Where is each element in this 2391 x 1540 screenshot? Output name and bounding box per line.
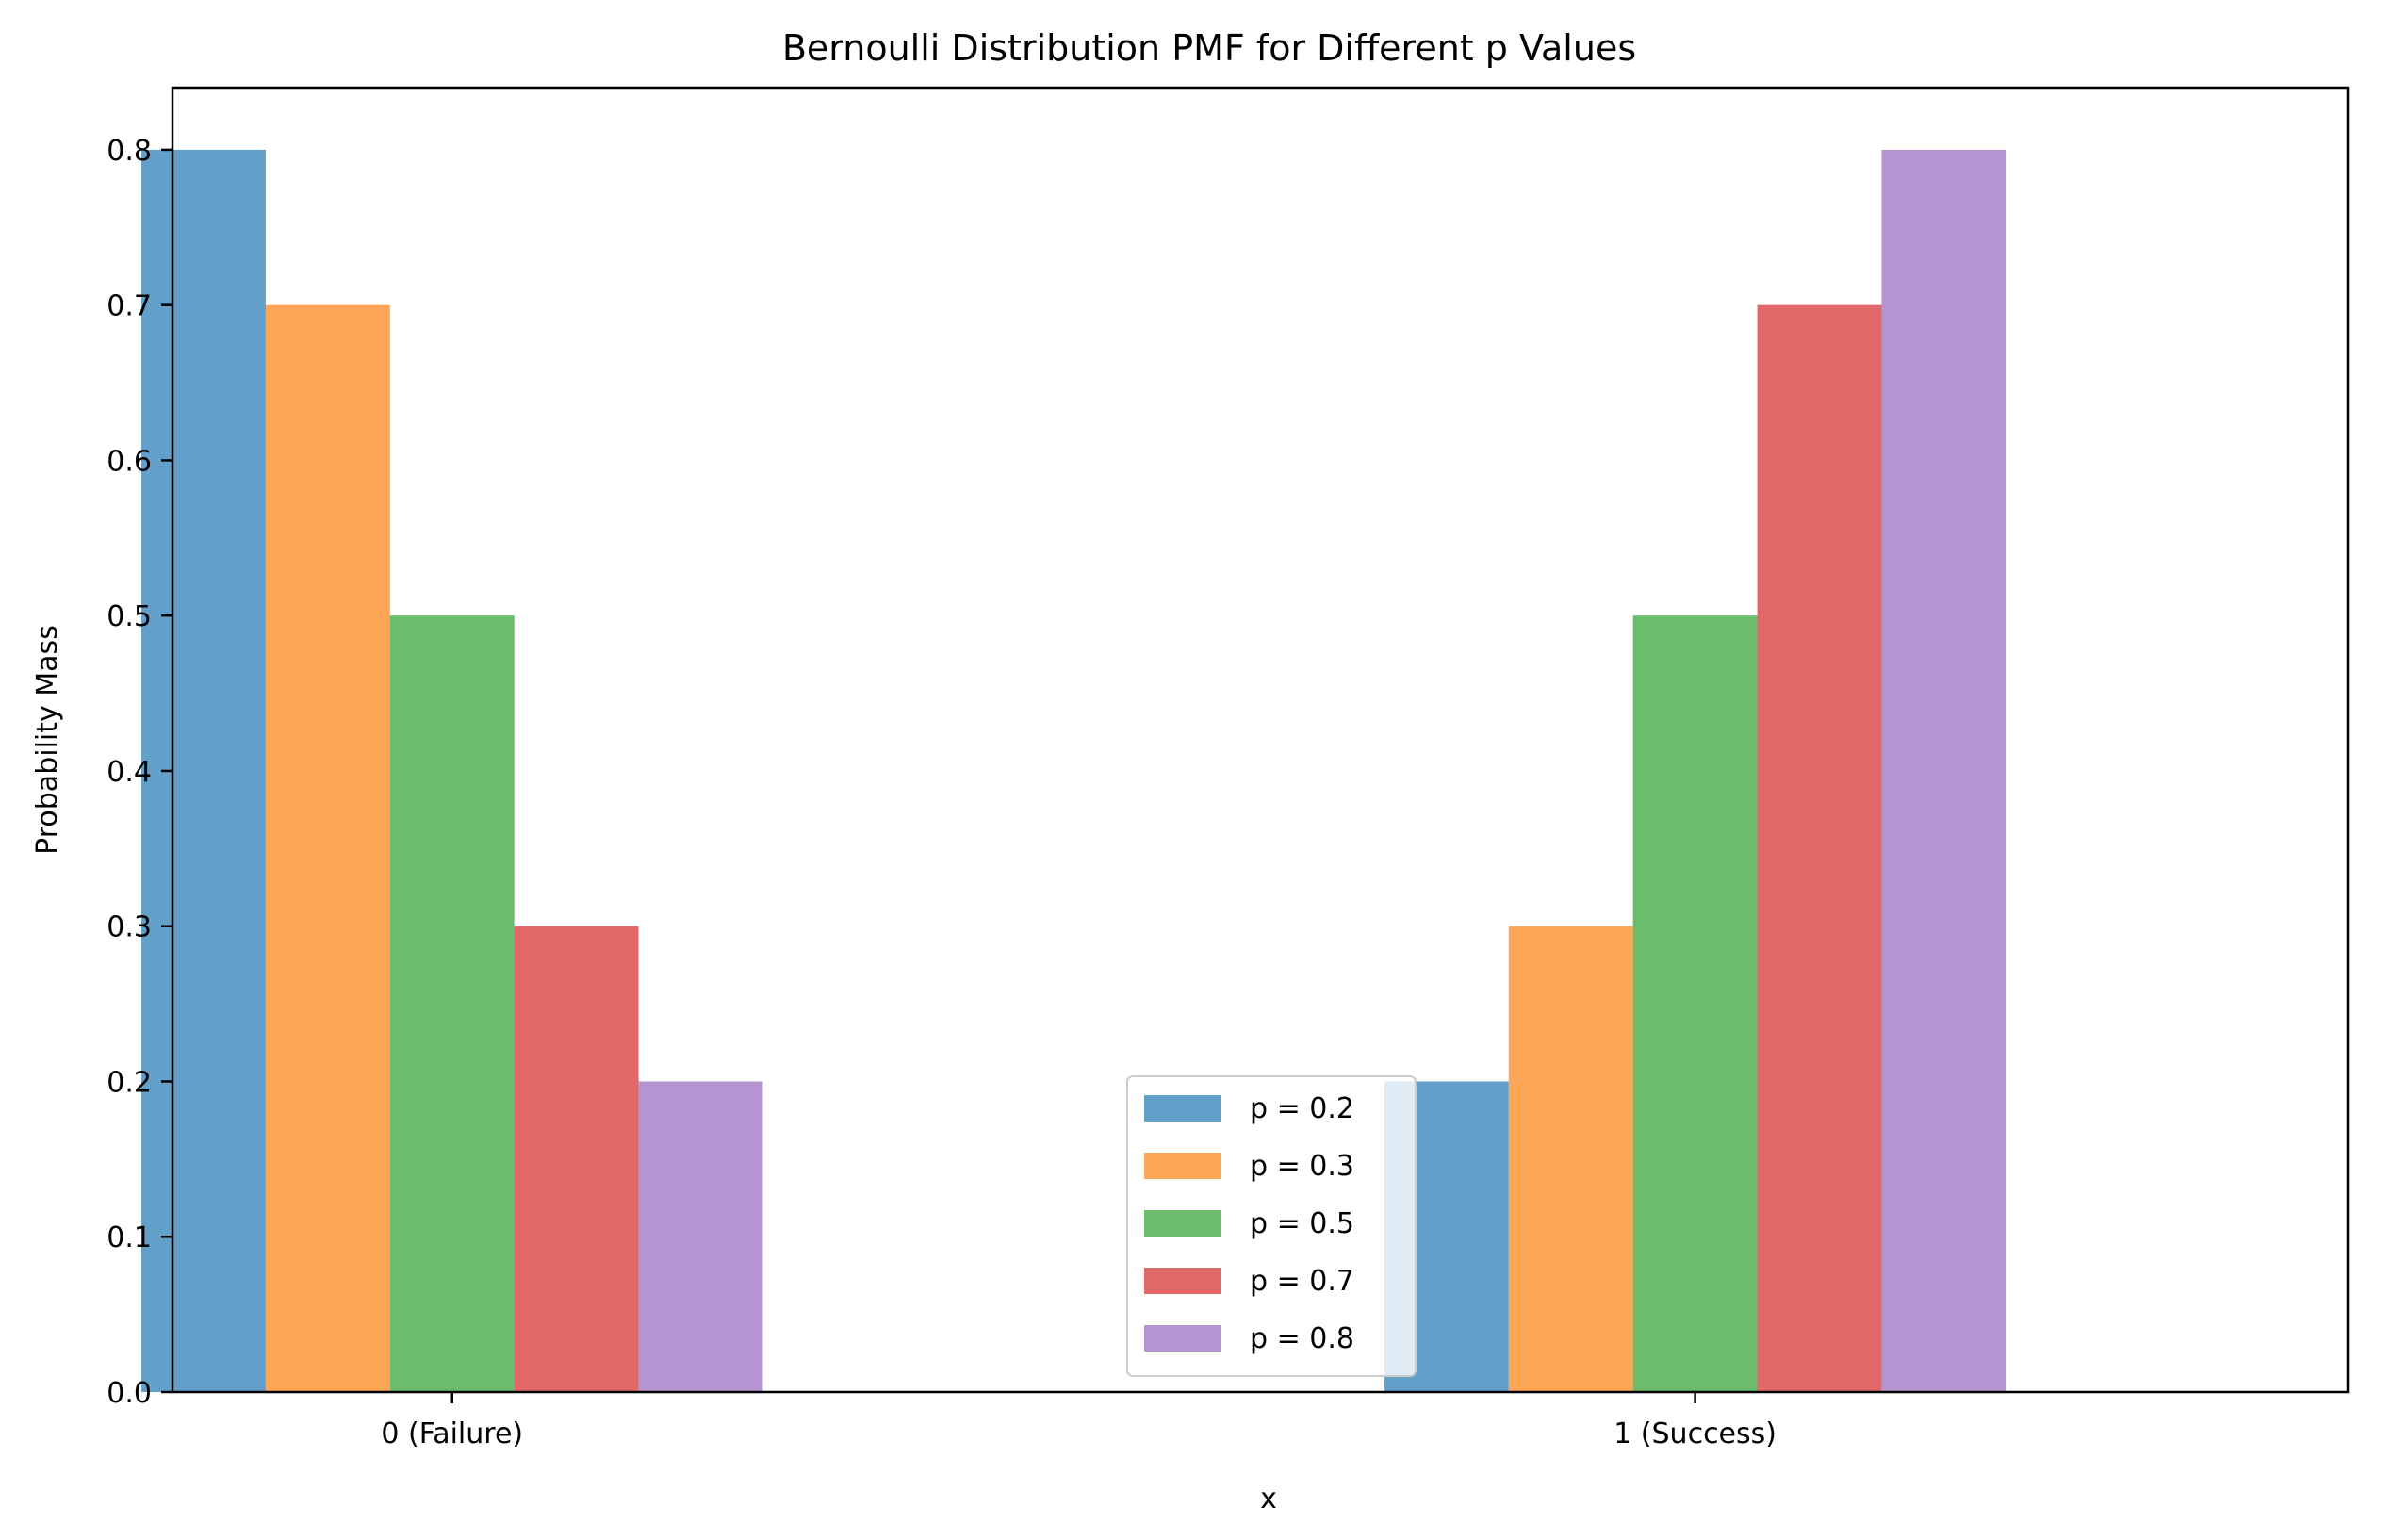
bar-success-07 xyxy=(1757,304,1882,1393)
legend-swatch xyxy=(1144,1325,1221,1352)
bars xyxy=(141,149,2006,1393)
y-tick-label: 0.1 xyxy=(106,1221,152,1254)
x-axis: 0 (Failure) 1 (Success) xyxy=(381,1392,1777,1450)
bar-failure-07 xyxy=(514,926,639,1392)
legend-swatch xyxy=(1144,1153,1221,1179)
y-axis-label: Probability Mass xyxy=(31,625,64,855)
x-axis-label: x xyxy=(1260,1483,1277,1515)
legend: p = 0.2 p = 0.3 p = 0.5 p = 0.7 p = 0.8 xyxy=(1126,1075,1417,1377)
y-tick-label: 0.6 xyxy=(106,445,152,478)
legend-swatch xyxy=(1144,1268,1221,1294)
legend-swatch xyxy=(1144,1210,1221,1237)
chart-title: Bernoulli Distribution PMF for Different… xyxy=(782,27,1636,69)
legend-label: p = 0.5 xyxy=(1250,1207,1354,1240)
bar-failure-05 xyxy=(389,615,515,1392)
bar-failure-02 xyxy=(141,149,266,1392)
legend-label: p = 0.3 xyxy=(1250,1150,1354,1183)
x-tick-label: 0 (Failure) xyxy=(381,1417,523,1450)
y-tick-label: 0.7 xyxy=(106,290,152,323)
bar-success-03 xyxy=(1508,926,1633,1392)
legend-label: p = 0.7 xyxy=(1250,1265,1354,1298)
bar-failure-03 xyxy=(265,304,390,1393)
legend-label: p = 0.2 xyxy=(1250,1092,1354,1125)
y-tick-label: 0.3 xyxy=(106,911,152,944)
y-tick-label: 0.4 xyxy=(106,756,152,789)
bar-success-05 xyxy=(1632,615,1758,1392)
legend-swatch xyxy=(1144,1095,1221,1122)
legend-label: p = 0.8 xyxy=(1250,1322,1354,1355)
y-axis: 0.0 0.1 0.2 0.3 0.4 0.5 0.6 0.7 0.8 xyxy=(106,135,172,1410)
x-tick-label: 1 (Success) xyxy=(1613,1417,1777,1450)
bar-failure-08 xyxy=(638,1081,763,1392)
y-tick-label: 0.0 xyxy=(106,1377,152,1410)
y-tick-label: 0.2 xyxy=(106,1066,152,1099)
y-tick-label: 0.8 xyxy=(106,135,152,168)
y-tick-label: 0.5 xyxy=(106,600,152,633)
bar-success-08 xyxy=(1881,149,2006,1392)
legend-box xyxy=(1126,1075,1417,1377)
plot-frame xyxy=(171,86,2350,1394)
